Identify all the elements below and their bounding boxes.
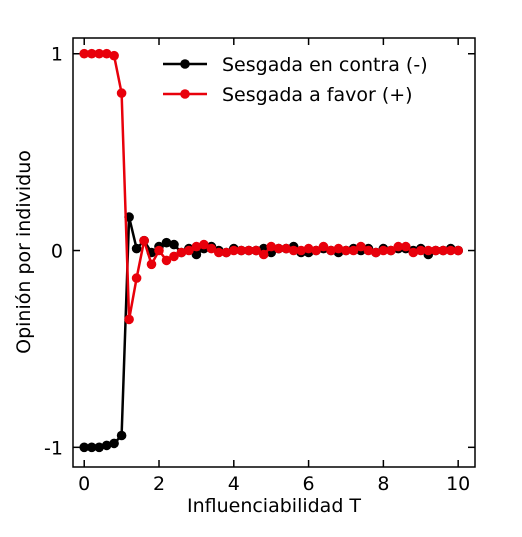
data-point [116, 88, 127, 98]
data-point [176, 247, 187, 258]
data-point [109, 50, 119, 61]
data-point [94, 442, 104, 453]
data-point [169, 251, 179, 262]
x-tick-label: 10 [446, 473, 470, 495]
data-point [371, 247, 381, 258]
data-point [154, 245, 164, 256]
data-point [303, 243, 314, 254]
data-point [184, 245, 194, 256]
data-point [296, 245, 306, 256]
x-tick-label: 6 [303, 473, 315, 495]
data-point [453, 245, 464, 256]
data-point [146, 259, 157, 270]
data-point [86, 442, 97, 453]
axis-ticks: 0 2 4 6 8 10 -1 0 1 [44, 38, 475, 495]
data-point [131, 243, 142, 254]
data-point [191, 241, 202, 252]
data-point [438, 245, 449, 256]
data-point [169, 239, 179, 250]
y-axis-label: Opinión por individuo [13, 150, 35, 354]
data-point [281, 243, 292, 254]
data-point [79, 48, 89, 59]
data-point [109, 438, 119, 449]
data-point [244, 245, 254, 256]
data-point [79, 442, 89, 453]
data-point [221, 247, 232, 258]
data-point [139, 235, 149, 246]
data-point [288, 245, 299, 256]
data-point [94, 48, 104, 59]
data-point [161, 255, 172, 266]
data-point [430, 245, 441, 256]
data-point [191, 249, 202, 260]
data-point [131, 273, 142, 283]
series-layer [79, 48, 464, 453]
series-1 [79, 48, 464, 325]
plot-frame [72, 37, 476, 468]
data-point [101, 48, 112, 59]
data-point [116, 430, 127, 441]
x-tick-label: 0 [78, 473, 90, 495]
data-point [348, 245, 359, 256]
data-point [86, 48, 97, 59]
data-point [416, 245, 426, 256]
y-tick-label: -1 [44, 437, 63, 459]
data-point [423, 245, 434, 256]
y-tick-label: 1 [51, 44, 63, 66]
x-tick-label: 2 [153, 473, 165, 495]
data-point [341, 245, 351, 256]
data-point [214, 247, 224, 258]
data-point [311, 245, 321, 256]
data-point [363, 245, 374, 256]
data-point [101, 440, 112, 451]
data-point [124, 314, 134, 325]
data-point [445, 245, 456, 256]
legend-label-series-1: Sesgada a favor (+) [222, 84, 413, 106]
data-point [326, 245, 336, 256]
legend-marker-series-1 [180, 89, 190, 99]
data-point [408, 247, 419, 258]
x-tick-label: 8 [377, 473, 389, 495]
data-point [236, 245, 247, 256]
data-point [206, 243, 217, 254]
data-point [356, 241, 366, 252]
data-point [401, 241, 411, 252]
y-tick-label: 0 [51, 241, 63, 263]
data-point [199, 239, 209, 250]
x-axis-label: Influenciabilidad T [187, 495, 361, 517]
data-point [386, 245, 396, 256]
data-point [393, 241, 404, 252]
data-point [258, 249, 269, 260]
data-point [378, 245, 389, 256]
data-point [273, 243, 284, 254]
legend-marker-series-0 [180, 59, 190, 69]
data-point [333, 243, 344, 254]
data-point [229, 245, 239, 256]
legend-label-series-0: Sesgada en contra (-) [222, 54, 428, 76]
data-point [161, 237, 172, 248]
data-point [251, 245, 261, 256]
legend: Sesgada en contra (-) Sesgada a favor (+… [163, 54, 428, 106]
x-tick-label: 4 [228, 473, 240, 495]
data-point [266, 241, 277, 252]
data-point [318, 241, 329, 252]
